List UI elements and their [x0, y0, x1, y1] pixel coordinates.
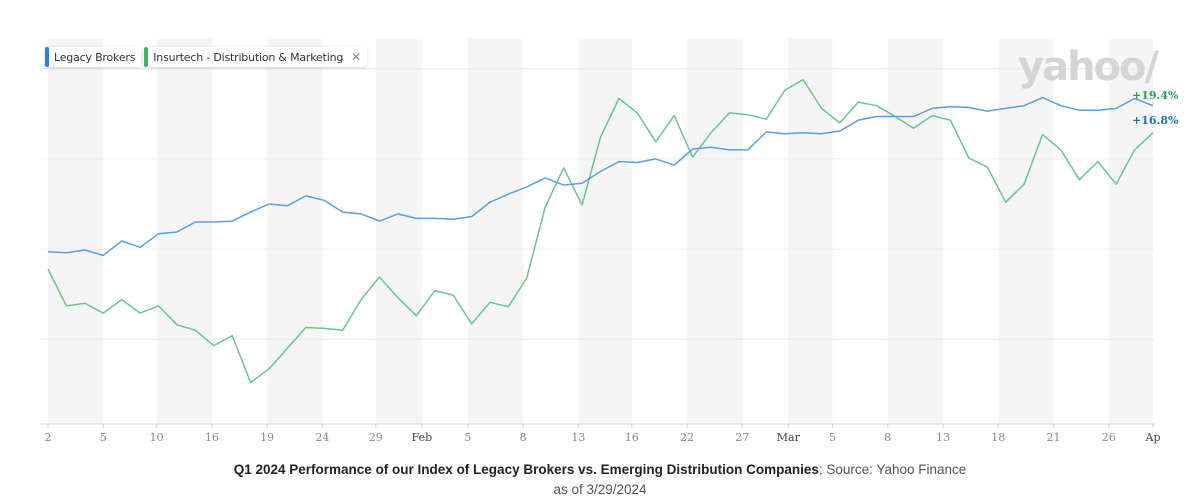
x-tick-label: 5 [829, 431, 836, 444]
x-tick-label: 22 [680, 431, 694, 444]
x-tick-label: 29 [369, 431, 383, 444]
x-tick-label: 24 [315, 431, 329, 444]
background-band [375, 39, 422, 424]
legend-label: Insurtech - Distribution & Marketing [153, 50, 344, 64]
weekly-bands [48, 39, 1153, 424]
legend: Legacy Brokers Insurtech - Distribution … [45, 47, 367, 67]
x-tick-label: 27 [735, 431, 749, 444]
legend-chip-insurtech[interactable]: Insurtech - Distribution & Marketing ✕ [144, 47, 367, 67]
legend-chip-legacy-brokers[interactable]: Legacy Brokers [45, 47, 142, 67]
x-tick-label: 16 [205, 431, 219, 444]
x-tick-label: 8 [884, 431, 891, 444]
legend-label: Legacy Brokers [54, 50, 136, 64]
x-tick-label: Ap [1145, 431, 1161, 444]
x-tick-label: 13 [936, 431, 950, 444]
x-tick-label: 18 [991, 431, 1005, 444]
series-line-legacy-brokers [47, 96, 1154, 257]
x-tick-label: 8 [520, 431, 527, 444]
legend-color-swatch [144, 47, 149, 67]
caption-date: as of 3/29/2024 [553, 482, 647, 497]
x-tick-label: Feb [412, 431, 433, 444]
end-label-insurtech: +19.4% [1132, 89, 1179, 102]
caption-source: ; Source: Yahoo Finance [818, 462, 967, 477]
x-tick-label: 2 [45, 431, 52, 444]
yahoo-watermark-logo: yahoo/ [1018, 44, 1159, 90]
background-band [887, 39, 944, 424]
background-band [578, 39, 632, 424]
x-tick-label: 5 [100, 431, 107, 444]
series-lines [47, 78, 1154, 384]
end-label-legacy: +16.8% [1132, 114, 1179, 127]
legend-color-swatch [45, 47, 49, 67]
background-band [998, 39, 1054, 424]
x-tick-label: 19 [260, 431, 274, 444]
background-band [156, 39, 212, 424]
x-tick-label: 10 [150, 431, 164, 444]
x-tick-label: 21 [1047, 431, 1061, 444]
background-band [687, 39, 743, 424]
background-band [788, 39, 833, 424]
chart-caption: Q1 2024 Performance of our Index of Lega… [0, 460, 1200, 500]
x-axis-ticks: 2 5 10 16 19 24 29 Feb 5 8 13 16 22 27 Mar 5 8 13 18 21 26 Ap [45, 424, 1161, 444]
x-tick-label: 13 [571, 431, 585, 444]
caption-title: Q1 2024 Performance of our Index of Lega… [233, 462, 819, 477]
close-icon[interactable]: ✕ [351, 50, 361, 64]
x-tick-label: 5 [464, 431, 471, 444]
x-tick-label: 16 [625, 431, 639, 444]
background-band [267, 39, 323, 424]
series-line-insurtech-distribution-marketing [47, 78, 1154, 384]
line-chart: 2 5 10 16 19 24 29 Feb 5 8 13 16 22 27 Mar 5 8 13 18 21 26 Ap [40, 39, 1161, 444]
background-band [48, 39, 104, 424]
x-tick-label: 26 [1102, 431, 1116, 444]
background-band [467, 39, 524, 424]
x-tick-label: Mar [777, 431, 801, 444]
